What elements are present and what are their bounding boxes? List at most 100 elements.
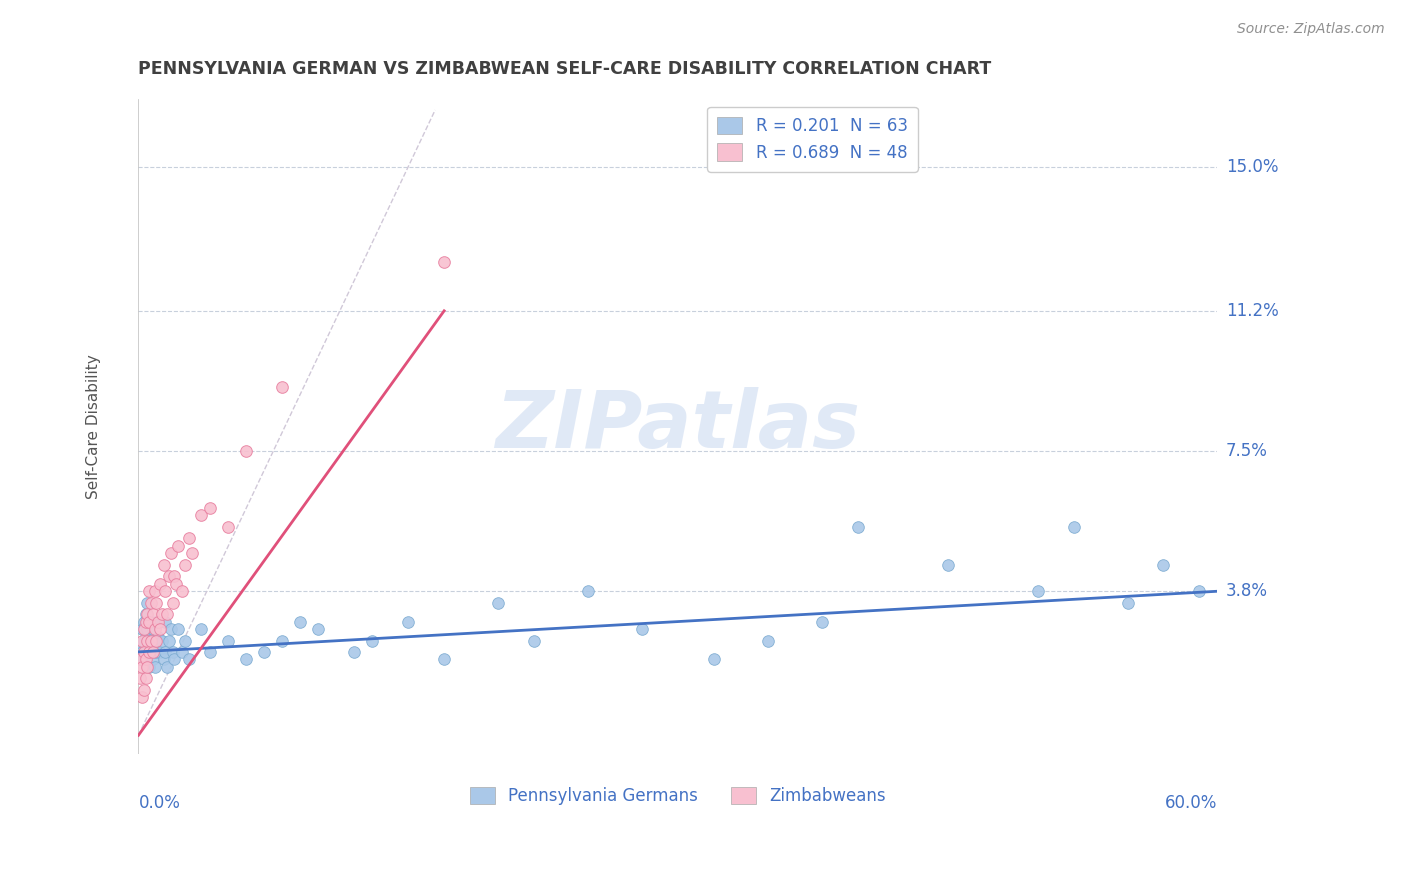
Point xyxy=(132,645,155,659)
Point xyxy=(131,633,153,648)
Point xyxy=(162,645,184,659)
Point xyxy=(143,584,166,599)
Point xyxy=(135,652,157,666)
Point xyxy=(148,615,170,629)
Point xyxy=(138,660,160,674)
Point xyxy=(174,633,197,648)
Point xyxy=(157,633,180,648)
Point xyxy=(361,633,384,648)
Text: Source: ZipAtlas.com: Source: ZipAtlas.com xyxy=(1237,22,1385,37)
Text: Self-Care Disability: Self-Care Disability xyxy=(86,354,101,499)
Text: 11.2%: 11.2% xyxy=(1226,301,1278,320)
Point xyxy=(523,633,546,648)
Point xyxy=(181,546,204,560)
Point xyxy=(132,633,155,648)
Point xyxy=(143,633,166,648)
Point xyxy=(167,539,190,553)
Point xyxy=(135,615,157,629)
Point xyxy=(156,660,179,674)
Point xyxy=(132,615,155,629)
Point xyxy=(138,615,160,629)
Point xyxy=(136,660,159,674)
Point xyxy=(131,622,153,636)
Point xyxy=(936,558,959,572)
Point xyxy=(235,652,257,666)
Point xyxy=(756,633,779,648)
Point xyxy=(157,569,180,583)
Point xyxy=(1188,584,1211,599)
Point xyxy=(145,615,167,629)
Point xyxy=(139,596,162,610)
Point xyxy=(136,622,159,636)
Point xyxy=(138,584,160,599)
Point xyxy=(129,672,152,686)
Point xyxy=(1153,558,1175,572)
Point xyxy=(271,379,294,393)
Point xyxy=(155,584,177,599)
Text: ZIPatlas: ZIPatlas xyxy=(495,387,860,466)
Point xyxy=(200,500,222,515)
Point xyxy=(159,622,181,636)
Point xyxy=(396,615,419,629)
Point xyxy=(163,652,186,666)
Point xyxy=(142,622,165,636)
Point xyxy=(148,630,170,644)
Point xyxy=(136,645,159,659)
Point xyxy=(190,508,212,523)
Point xyxy=(253,645,276,659)
Point xyxy=(290,615,312,629)
Point xyxy=(136,633,159,648)
Point xyxy=(177,531,200,545)
Point xyxy=(138,633,160,648)
Point xyxy=(142,652,165,666)
Point xyxy=(143,660,166,674)
Point xyxy=(149,645,172,659)
Point xyxy=(159,546,181,560)
Point xyxy=(136,607,159,621)
Point xyxy=(165,576,187,591)
Point xyxy=(143,622,166,636)
Point xyxy=(150,607,173,621)
Point xyxy=(135,607,157,621)
Point xyxy=(131,660,153,674)
Point xyxy=(131,690,153,705)
Point xyxy=(271,633,294,648)
Text: PENNSYLVANIA GERMAN VS ZIMBABWEAN SELF-CARE DISABILITY CORRELATION CHART: PENNSYLVANIA GERMAN VS ZIMBABWEAN SELF-C… xyxy=(138,60,991,78)
Point xyxy=(1026,584,1049,599)
Point xyxy=(149,576,172,591)
Point xyxy=(703,652,725,666)
Point xyxy=(631,622,654,636)
Point xyxy=(145,633,167,648)
Point xyxy=(156,607,179,621)
Point xyxy=(132,682,155,697)
Point xyxy=(142,645,165,659)
Point xyxy=(152,652,174,666)
Point xyxy=(217,633,239,648)
Point xyxy=(139,645,162,659)
Text: 3.8%: 3.8% xyxy=(1226,582,1268,600)
Point xyxy=(139,615,162,629)
Text: 60.0%: 60.0% xyxy=(1166,794,1218,812)
Point xyxy=(155,615,177,629)
Point xyxy=(135,672,157,686)
Point xyxy=(576,584,599,599)
Point xyxy=(152,558,174,572)
Point xyxy=(846,520,869,534)
Point xyxy=(810,615,832,629)
Point xyxy=(1116,596,1139,610)
Text: 0.0%: 0.0% xyxy=(138,794,180,812)
Point xyxy=(174,558,197,572)
Legend: Pennsylvania Germans, Zimbabweans: Pennsylvania Germans, Zimbabweans xyxy=(463,780,893,812)
Point xyxy=(190,622,212,636)
Point xyxy=(150,633,173,648)
Point xyxy=(135,630,157,644)
Point xyxy=(132,652,155,666)
Point xyxy=(131,645,153,659)
Point xyxy=(307,622,329,636)
Point xyxy=(155,645,177,659)
Text: 15.0%: 15.0% xyxy=(1226,158,1278,176)
Point xyxy=(145,596,167,610)
Point xyxy=(433,254,456,268)
Point xyxy=(200,645,222,659)
Point xyxy=(149,622,172,636)
